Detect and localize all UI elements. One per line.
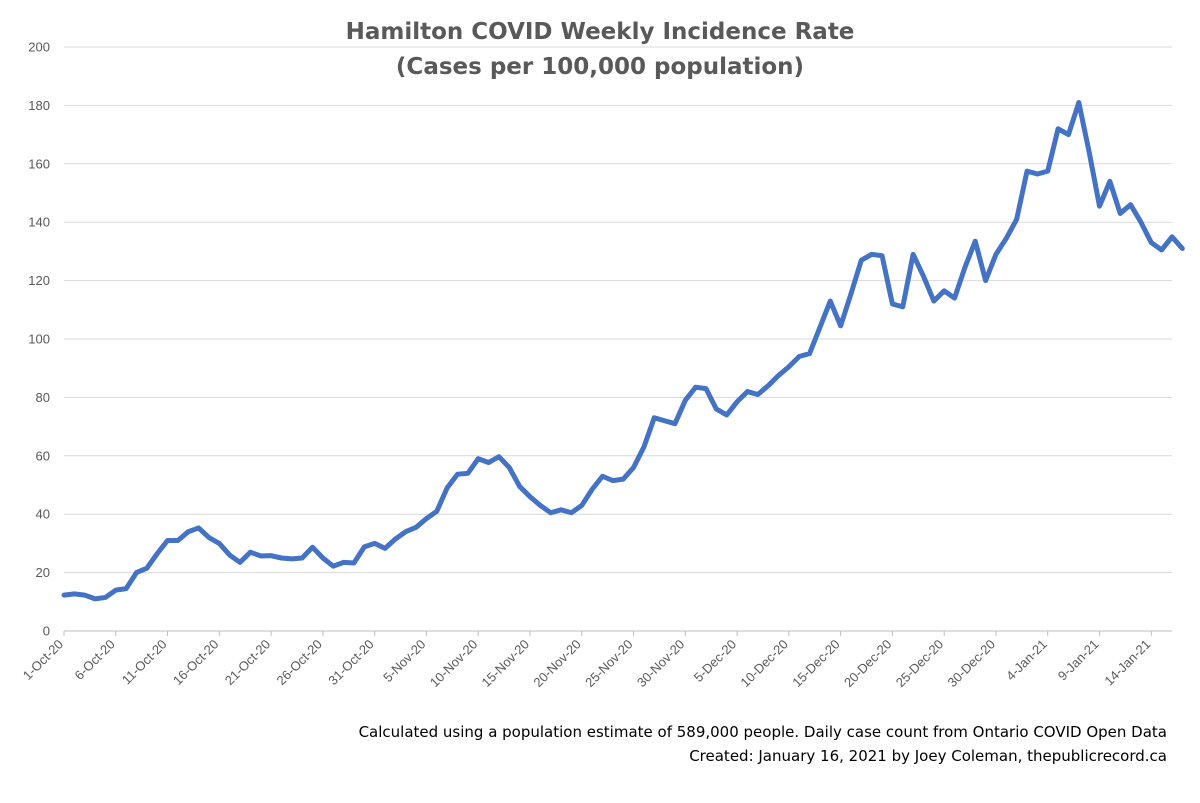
y-tick-label: 80 bbox=[36, 390, 50, 405]
footnote-source: Calculated using a population estimate o… bbox=[359, 723, 1167, 741]
footnote-credit: Created: January 16, 2021 by Joey Colema… bbox=[689, 747, 1167, 765]
chart-subtitle: (Cases per 100,000 population) bbox=[396, 54, 804, 80]
x-tick-label: 11-Oct-20 bbox=[119, 637, 170, 688]
y-tick-label: 120 bbox=[28, 273, 50, 288]
x-tick-label: 6-Oct-20 bbox=[72, 637, 118, 683]
x-tick-label: 15-Nov-20 bbox=[479, 637, 533, 691]
y-tick-label: 100 bbox=[28, 332, 50, 347]
x-tick-label: 5-Dec-20 bbox=[691, 637, 739, 685]
x-tick-label: 16-Oct-20 bbox=[170, 637, 221, 688]
y-tick-label: 160 bbox=[28, 156, 50, 171]
x-tick-label: 20-Dec-20 bbox=[841, 637, 895, 691]
x-tick-label: 5-Nov-20 bbox=[380, 637, 428, 685]
x-tick-label: 10-Nov-20 bbox=[427, 637, 481, 691]
x-tick-label: 9-Jan-21 bbox=[1055, 637, 1102, 684]
x-tick-label: 31-Oct-20 bbox=[325, 637, 376, 688]
y-tick-label: 40 bbox=[36, 507, 50, 522]
x-tick-label: 30-Nov-20 bbox=[634, 637, 688, 691]
gridlines bbox=[64, 46, 1172, 574]
y-tick-label: 180 bbox=[28, 98, 50, 113]
x-tick-label: 4-Jan-21 bbox=[1003, 637, 1050, 684]
y-axis-ticks: 0 20 40 60 80 100 120 140 160 180 200 bbox=[28, 40, 50, 639]
y-tick-label: 0 bbox=[43, 624, 50, 639]
x-axis bbox=[63, 630, 1172, 636]
x-tick-label: 30-Dec-20 bbox=[945, 637, 999, 691]
x-tick-label: 25-Dec-20 bbox=[893, 637, 947, 691]
series-line-incidence-rate bbox=[61, 99, 1185, 602]
x-tick-label: 20-Nov-20 bbox=[530, 637, 584, 691]
x-tick-label: 14-Jan-21 bbox=[1101, 637, 1153, 689]
x-tick-label: 10-Dec-20 bbox=[737, 637, 791, 691]
x-tick-label: 25-Nov-20 bbox=[582, 637, 636, 691]
y-tick-label: 60 bbox=[36, 448, 50, 463]
x-tick-label: 21-Oct-20 bbox=[222, 637, 273, 688]
y-tick-label: 20 bbox=[36, 565, 50, 580]
chart-title: Hamilton COVID Weekly Incidence Rate bbox=[346, 19, 855, 45]
x-tick-label: 26-Oct-20 bbox=[274, 637, 325, 688]
x-tick-label: 1-Oct-20 bbox=[20, 637, 66, 683]
y-tick-label: 140 bbox=[28, 215, 50, 230]
series-group bbox=[61, 99, 1185, 602]
x-tick-label: 15-Dec-20 bbox=[789, 637, 843, 691]
y-tick-label: 200 bbox=[28, 40, 50, 55]
x-axis-ticks: 1-Oct-20 6-Oct-20 11-Oct-20 16-Oct-20 21-Oct… bbox=[20, 637, 1154, 691]
